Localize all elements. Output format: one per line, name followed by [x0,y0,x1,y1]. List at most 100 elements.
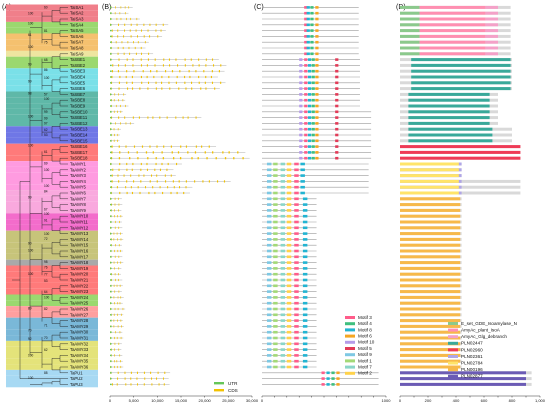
cds-exon [125,383,127,386]
cds-exon [162,157,165,160]
cds-exon [140,58,142,61]
domain-segment [400,203,461,207]
utr-segment [110,244,112,246]
motif-box [299,145,303,148]
cds-exon [120,6,122,9]
motif-box [299,87,303,90]
gene-name-label: TaAMY24 [70,295,89,300]
utr-segment [110,186,112,188]
motif-legend-swatch [345,347,355,350]
motif-box [304,104,308,108]
motif-box [315,93,319,96]
cds-exon [119,284,121,287]
motif-box [280,162,286,166]
utr-segment [110,134,112,136]
motif-box [299,133,303,137]
motif-box [294,226,299,230]
tree-clade-band [6,114,98,121]
gene-name-label: TaAMY20 [70,272,89,277]
cds-exon [130,383,132,386]
motif-box [286,180,292,183]
domain-segment [408,139,493,143]
cds-exon [161,81,163,84]
motif-box [302,197,308,201]
domain-segment [400,365,461,369]
cds-exon [155,87,157,90]
tree-clade-band [6,236,98,243]
bootstrap-value: 62 [44,128,48,132]
motif-box [335,133,339,137]
cds-exon [172,157,175,160]
utr-segment [110,58,112,61]
domain-segment [400,40,420,44]
motif-box [306,52,310,56]
motif-box [331,377,335,380]
motif-box [280,214,286,218]
gene-name-label: TaAMY29 [70,324,89,329]
motif-box [280,232,286,235]
motif-box [299,81,303,85]
motif-box [304,98,308,102]
gene-x-tick-label: 25,000 [222,398,235,403]
cds-exon [155,29,157,32]
motif-box [304,93,308,96]
motif-box [300,174,305,177]
cds-exon [117,70,120,73]
cds-exon [220,81,222,84]
cds-exon [114,133,115,137]
cds-exon [208,180,210,183]
utr-segment [110,35,112,38]
cds-exon [124,29,126,32]
cds-exon [120,110,122,113]
bootstrap-value: 100 [44,184,50,188]
motif-box [294,191,299,195]
motif-box [266,261,272,264]
motif-box [266,191,272,195]
cds-exon [148,191,150,195]
motif-legend-label: Motif 5 [358,346,372,351]
cds-exon [118,290,120,293]
domain-segment [400,353,461,357]
motif-box [273,301,278,305]
cds-exon [114,302,115,305]
cds-exon [138,116,140,119]
motif-box [294,232,299,235]
cds-exon [162,23,164,26]
cds-exon [165,70,167,73]
cds-exon [156,145,158,148]
motif-box [273,284,278,288]
cds-exon [132,162,134,166]
domain-x-tick-label: 600 [481,398,488,403]
motif-box [273,354,278,357]
gene-name-label: TaAMY10 [70,214,89,219]
domain-legend-swatch [448,348,458,352]
domain-legend-label: AmyAc_plant_IsoA [461,328,501,333]
cds-exon [117,52,119,55]
motif-box [280,365,286,369]
motif-box [286,284,292,288]
domain-segment [400,255,461,259]
motif-box [266,185,272,189]
cds-exon [112,168,114,171]
motif-box [266,168,272,172]
cds-exon [167,186,169,189]
cds-exon [122,99,124,102]
cds-exon [143,371,145,374]
domain-segment [485,46,498,50]
domain-segment [400,371,526,375]
cds-exon [131,87,134,90]
domain-segment [400,191,459,195]
motif-box [307,122,312,125]
cds-exon [185,180,187,183]
domain-segment [411,63,511,67]
utr-segment [110,128,112,130]
motif-box [273,365,278,369]
domain-segment [411,87,511,91]
cds-exon [140,180,142,183]
motif-box [266,197,272,201]
cds-exon [169,87,171,90]
cds-exon [205,75,207,79]
cds-exon [117,35,119,38]
cds-exon [208,145,210,148]
gene-name-label: TaSBE8 [70,98,86,103]
